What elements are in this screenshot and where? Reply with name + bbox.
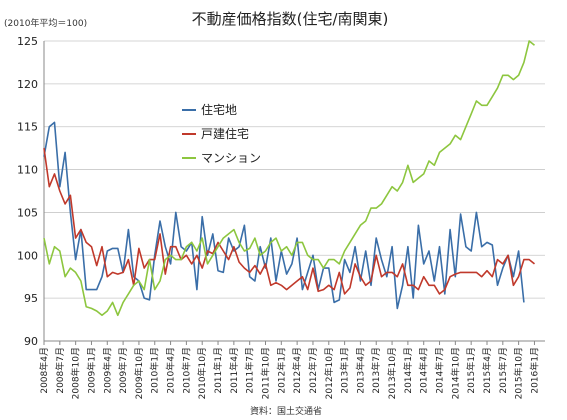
y-tick-label: 110 (17, 164, 38, 177)
x-tick-label: 2014年7月 (434, 347, 446, 394)
y-tick-label: 125 (17, 35, 38, 48)
x-tick-label: 2014年10月 (449, 347, 461, 399)
source-note: 資料：国土交通省 (250, 405, 322, 417)
x-tick-label: 2010年4月 (165, 347, 177, 394)
x-tick-label: 2008年7月 (54, 347, 66, 394)
x-tick-label: 2009年4月 (101, 347, 113, 394)
legend-label: 戸建住宅 (201, 126, 249, 141)
x-tick-label: 2010年7月 (180, 347, 192, 394)
x-tick-label: 2016年1月 (528, 347, 540, 394)
x-tick-label: 2014年4月 (418, 347, 430, 394)
series-layer (43, 40, 536, 317)
y-tick-label: 115 (17, 121, 38, 134)
x-tick-label: 2012年1月 (275, 347, 287, 394)
x-tick-label: 2015年1月 (465, 347, 477, 394)
x-tick-label: 2011年4月 (228, 347, 240, 394)
series-line-3 (43, 40, 536, 317)
x-tick-label: 2009年10月 (133, 347, 145, 399)
y-tick-label: 105 (17, 206, 38, 219)
series-line-2 (43, 147, 536, 295)
grid-layer (44, 40, 545, 342)
x-tick-label: 2013年4月 (354, 347, 366, 394)
x-tick-label: 2008年4月 (38, 347, 50, 394)
y-tick-label: 120 (17, 78, 38, 91)
y-tick-label: 100 (17, 249, 38, 262)
x-tick-label: 2010年1月 (149, 347, 161, 394)
chart-title: 不動産価格指数(住宅/南関東) (192, 10, 389, 28)
x-tick-label: 2012年7月 (307, 347, 319, 394)
series-line-1 (43, 121, 525, 310)
y-tick-label: 90 (24, 335, 38, 348)
x-tick-label: 2013年1月 (339, 347, 351, 394)
x-tick-label: 2015年7月 (497, 347, 509, 394)
y-tick-label: 95 (24, 292, 38, 305)
x-tick-label: 2011年7月 (244, 347, 256, 394)
x-tick-label: 2009年1月 (85, 347, 97, 394)
x-tick-label: 2014年1月 (402, 347, 414, 394)
x-tick-label: 2011年10月 (259, 347, 271, 399)
x-tick-label: 2013年10月 (386, 347, 398, 399)
x-tick-label: 2008年10月 (70, 347, 82, 399)
x-tick-label: 2015年4月 (481, 347, 493, 394)
x-tick-label: 2009年7月 (117, 347, 129, 394)
x-tick-label: 2010年10月 (196, 347, 208, 399)
x-tick-label: 2012年10月 (323, 347, 335, 399)
axis-layer: 90 95 100 105 110 115 120 125 2008年4月 2008年7月 2008… (17, 35, 545, 399)
x-tick-label: 2012年4月 (291, 347, 303, 394)
x-tick-label: 2015年10月 (513, 347, 525, 399)
legend-label: マンション (201, 151, 261, 165)
legend-label: 住宅地 (201, 102, 237, 117)
x-tick-label: 2013年7月 (370, 347, 382, 394)
unit-note: (2010年平均＝100) (4, 17, 87, 29)
x-tick-label: 2011年1月 (212, 347, 224, 394)
